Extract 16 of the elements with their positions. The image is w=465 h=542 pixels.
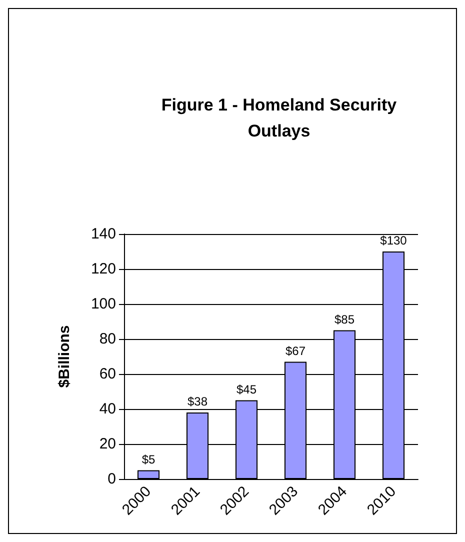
chart-title: Figure 1 - Homeland Security Outlays (161, 96, 398, 140)
data-label: $5 (142, 452, 156, 466)
y-tick-label: 60 (99, 366, 116, 382)
y-tick-label: 140 (90, 226, 116, 242)
y-tick-label: 0 (108, 470, 116, 488)
y-tick-label: 120 (90, 260, 116, 278)
y-tick-label: 80 (99, 330, 116, 348)
data-label: $38 (187, 394, 208, 408)
data-label: $85 (334, 312, 355, 326)
y-axis-title: $Billions (56, 325, 73, 388)
data-label: $130 (380, 234, 408, 248)
y-tick-label: 20 (99, 436, 116, 452)
y-tick-label: 40 (99, 400, 116, 418)
data-label: $67 (285, 344, 306, 358)
y-tick-label: 100 (90, 296, 116, 312)
data-label: $45 (236, 382, 257, 396)
